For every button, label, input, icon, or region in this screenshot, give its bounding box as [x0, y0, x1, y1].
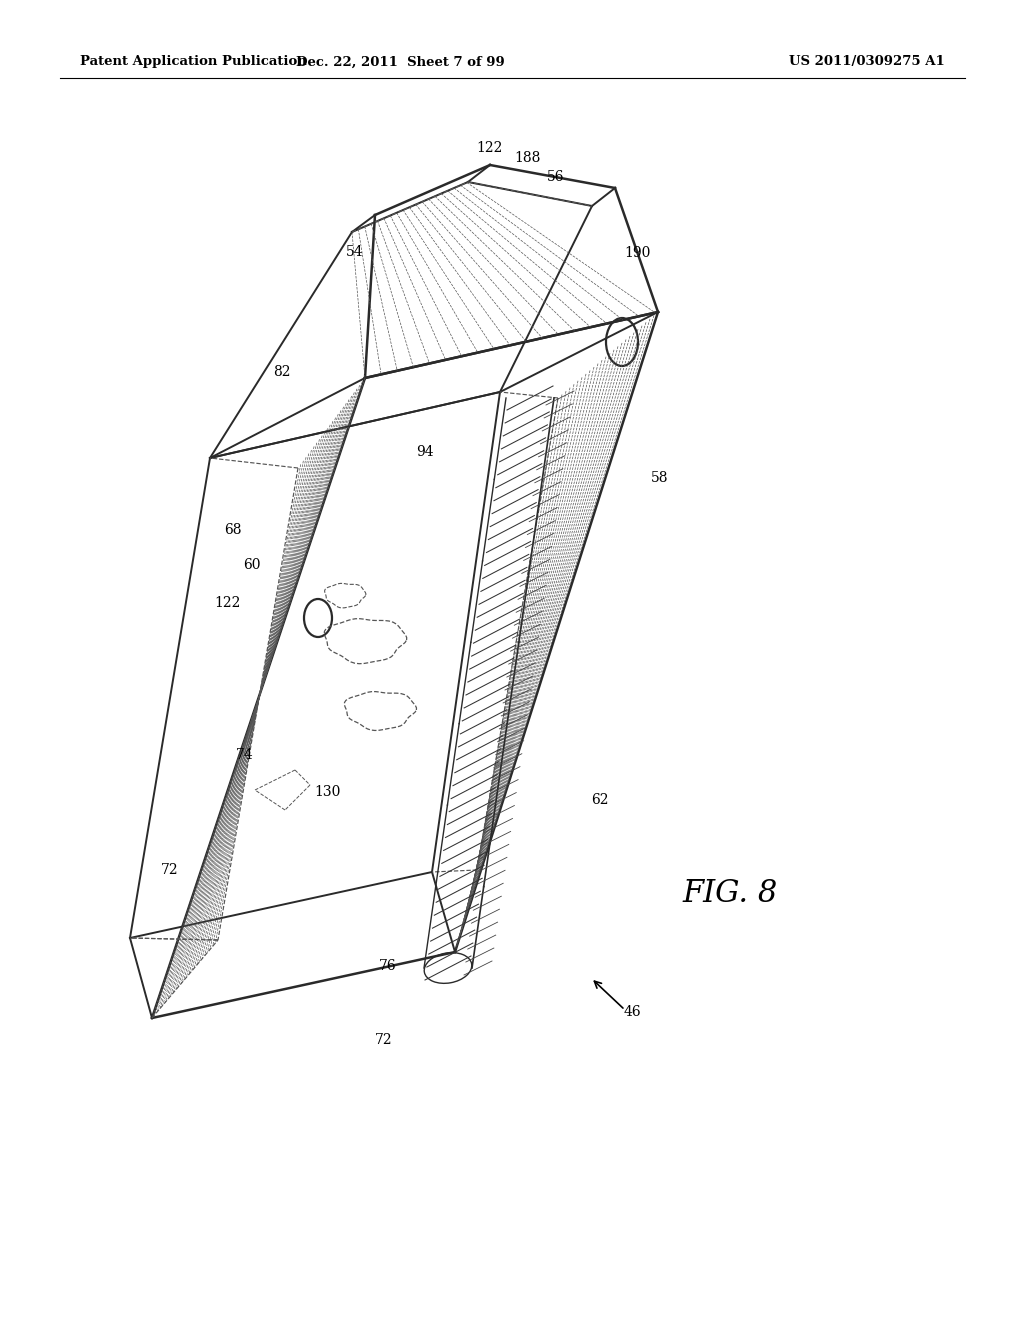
- Text: 82: 82: [273, 366, 291, 379]
- Text: 122: 122: [477, 141, 503, 154]
- Text: 68: 68: [224, 523, 242, 537]
- Text: US 2011/0309275 A1: US 2011/0309275 A1: [790, 55, 945, 69]
- Text: 58: 58: [651, 471, 669, 484]
- Text: 56: 56: [547, 170, 565, 183]
- Text: Patent Application Publication: Patent Application Publication: [80, 55, 307, 69]
- Text: 74: 74: [237, 748, 254, 762]
- Text: FIG. 8: FIG. 8: [682, 878, 777, 908]
- Text: 46: 46: [624, 1005, 641, 1019]
- Text: 76: 76: [379, 960, 397, 973]
- Text: Dec. 22, 2011  Sheet 7 of 99: Dec. 22, 2011 Sheet 7 of 99: [296, 55, 505, 69]
- Text: 122: 122: [215, 597, 242, 610]
- Text: 72: 72: [161, 863, 179, 876]
- Text: 188: 188: [514, 150, 541, 165]
- Text: 190: 190: [625, 246, 651, 260]
- Text: 130: 130: [314, 785, 341, 799]
- Text: 72: 72: [375, 1034, 393, 1047]
- Text: 60: 60: [244, 558, 261, 572]
- Text: 94: 94: [416, 445, 434, 459]
- Text: 62: 62: [591, 793, 608, 807]
- Text: 54: 54: [346, 246, 364, 259]
